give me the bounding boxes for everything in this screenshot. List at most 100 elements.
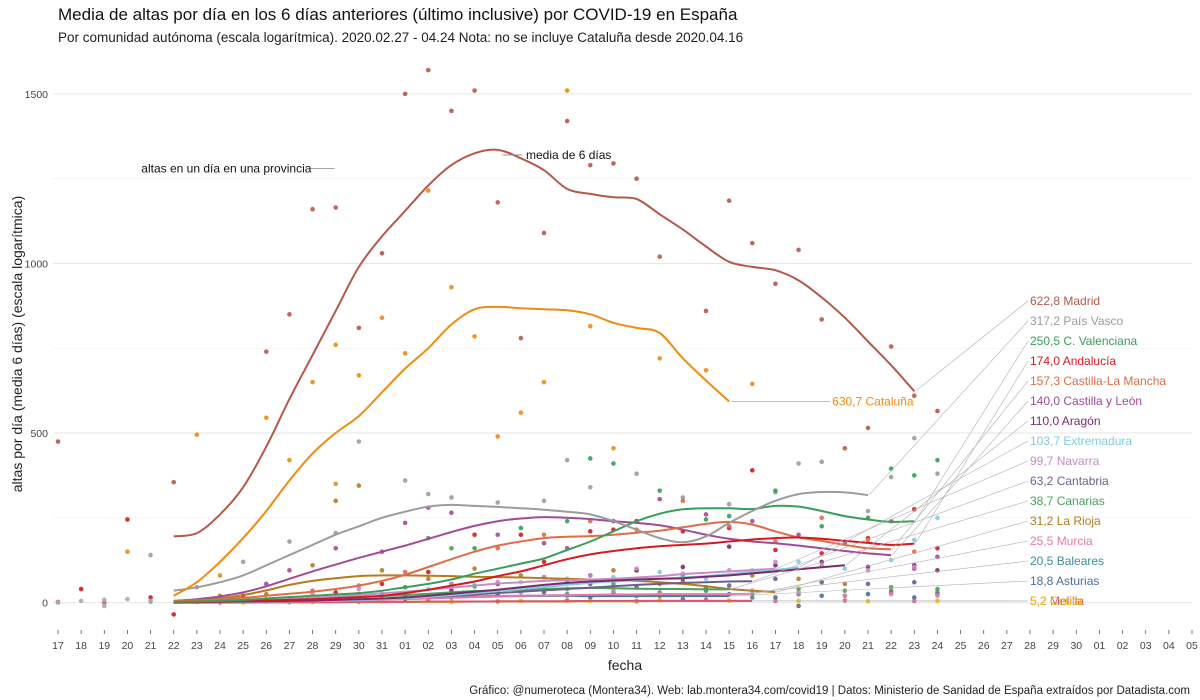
data-point: [541, 379, 547, 385]
series-line-andaluc-a: [173, 536, 915, 604]
x-tick-label: 17: [52, 640, 64, 652]
data-point: [865, 508, 871, 514]
x-tick-label: 05: [1186, 640, 1198, 652]
data-point: [611, 581, 616, 587]
data-point: [935, 408, 940, 414]
data-point: [541, 540, 547, 546]
data-point: [449, 510, 454, 516]
data-point: [888, 474, 894, 480]
y-tick-label: 0: [42, 598, 48, 610]
data-point: [472, 546, 477, 551]
x-tick-label: 06: [515, 640, 527, 652]
data-point: [888, 585, 894, 590]
data-point: [356, 483, 362, 488]
x-tick-label: 27: [284, 640, 296, 652]
data-point: [587, 484, 593, 490]
data-point: [148, 595, 153, 600]
data-point: [657, 488, 663, 493]
x-tick-label: 13: [677, 640, 689, 652]
data-point: [425, 67, 431, 73]
end-label-murcia: 25,5 Murcia: [1030, 534, 1093, 548]
data-point: [819, 593, 825, 599]
end-label-castilla-y-le-n: 140,0 Castilla y León: [1030, 394, 1142, 408]
label-leader: [891, 380, 1029, 550]
data-point: [78, 598, 84, 604]
data-point: [518, 410, 524, 415]
data-point: [449, 284, 454, 290]
data-point: [819, 317, 825, 322]
data-point: [402, 91, 408, 97]
data-point: [657, 254, 663, 259]
data-point: [125, 549, 130, 555]
data-point: [726, 198, 732, 204]
data-point: [402, 351, 408, 356]
label-leader: [776, 520, 1029, 593]
x-tick-label: 12: [654, 640, 666, 652]
x-tick-label: 23: [908, 640, 920, 652]
x-tick-label: 02: [1117, 640, 1129, 652]
x-tick-label: 24: [932, 640, 944, 652]
data-point: [703, 308, 709, 314]
data-point: [287, 568, 292, 573]
data-point: [148, 599, 153, 605]
data-point: [911, 473, 917, 478]
data-point: [611, 568, 616, 573]
data-point: [541, 230, 547, 236]
data-point: [55, 600, 61, 605]
data-point: [680, 495, 686, 500]
x-tick-label: 15: [723, 640, 735, 652]
data-point: [495, 500, 501, 505]
data-point: [703, 517, 709, 522]
data-point: [495, 434, 501, 439]
x-tick-label: 30: [1070, 640, 1082, 652]
data-point: [726, 583, 732, 588]
data-point: [55, 439, 61, 444]
y-axis-ticks: 0 500 1000 1500: [25, 89, 49, 610]
data-point: [101, 603, 107, 609]
data-point: [425, 491, 431, 497]
data-point: [749, 468, 755, 473]
data-point: [657, 356, 663, 361]
data-point: [726, 523, 732, 529]
label-leader: [730, 560, 1029, 596]
data-point: [425, 576, 431, 582]
end-label-c-valenciana: 250,5 C. Valenciana: [1030, 334, 1138, 348]
data-point: [611, 445, 616, 451]
series-end-labels: 622,8 Madrid 630,7 Cataluña 317,2 País Vas…: [832, 294, 1166, 608]
data-point: [402, 520, 408, 526]
data-point: [911, 393, 917, 399]
end-label-melilla: 5,2 Melilla: [1030, 594, 1084, 608]
data-point: [240, 559, 246, 565]
series-line-madrid: [173, 148, 916, 538]
data-point: [796, 247, 801, 253]
data-point: [842, 445, 848, 451]
data-point: [518, 335, 524, 341]
data-point: [148, 552, 153, 558]
data-point: [402, 569, 408, 575]
end-label-catalu-a: 630,7 Cataluña: [832, 394, 914, 408]
label-leader: [915, 300, 1029, 392]
data-point: [796, 576, 801, 582]
data-point: [333, 342, 339, 348]
data-point: [888, 466, 894, 471]
x-tick-label: 30: [353, 640, 365, 652]
data-point: [125, 596, 130, 602]
annotations: altas en un día en una provincia media d…: [141, 148, 611, 176]
data-point: [842, 581, 848, 587]
data-point: [564, 457, 570, 463]
y-tick-label: 1000: [25, 258, 49, 270]
data-point: [935, 471, 940, 477]
data-point: [425, 188, 431, 193]
series-line-pa-s-vasco: [173, 490, 869, 592]
data-point: [310, 562, 315, 568]
x-tick-label: 29: [1047, 640, 1059, 652]
end-label-extremadura: 103,7 Extremadura: [1030, 434, 1132, 448]
data-point: [796, 532, 801, 538]
x-tick-label: 18: [793, 640, 805, 652]
data-point: [726, 544, 732, 549]
data-point: [194, 432, 200, 438]
data-point: [749, 518, 755, 524]
data-point: [657, 496, 663, 502]
data-point: [749, 595, 755, 600]
series-line-castilla-la-mancha: [173, 520, 892, 602]
